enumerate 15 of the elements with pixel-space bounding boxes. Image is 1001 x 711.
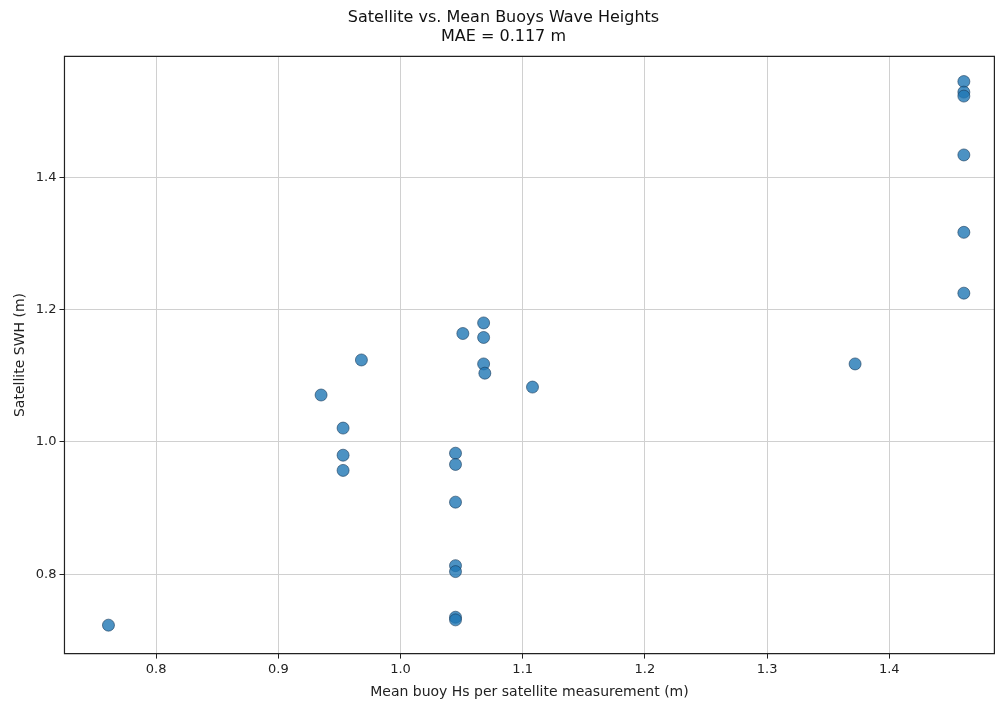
x-tick-label: 1.3 <box>756 660 778 676</box>
x-tick-label: 0.8 <box>145 660 167 676</box>
x-axis-title: Mean buoy Hs per satellite measurement (m) <box>370 683 689 700</box>
y-tick-label: 0.8 <box>35 565 57 581</box>
y-axis-title: Satellite SWH (m) <box>11 292 28 418</box>
x-tick-label: 1.2 <box>634 660 656 676</box>
x-tick-label: 1.4 <box>878 660 900 676</box>
x-tick-label: 0.9 <box>267 660 289 676</box>
y-tick-label: 1.4 <box>35 168 57 184</box>
y-tick-label: 1.0 <box>35 433 57 449</box>
chart-title: Satellite vs. Mean Buoys Wave Heights <box>347 6 660 26</box>
chart-subtitle: MAE = 0.117 m <box>441 25 566 45</box>
x-tick-label: 1.1 <box>512 660 534 676</box>
x-tick-label: 1.0 <box>390 660 411 676</box>
y-tick-label: 1.2 <box>35 301 57 317</box>
